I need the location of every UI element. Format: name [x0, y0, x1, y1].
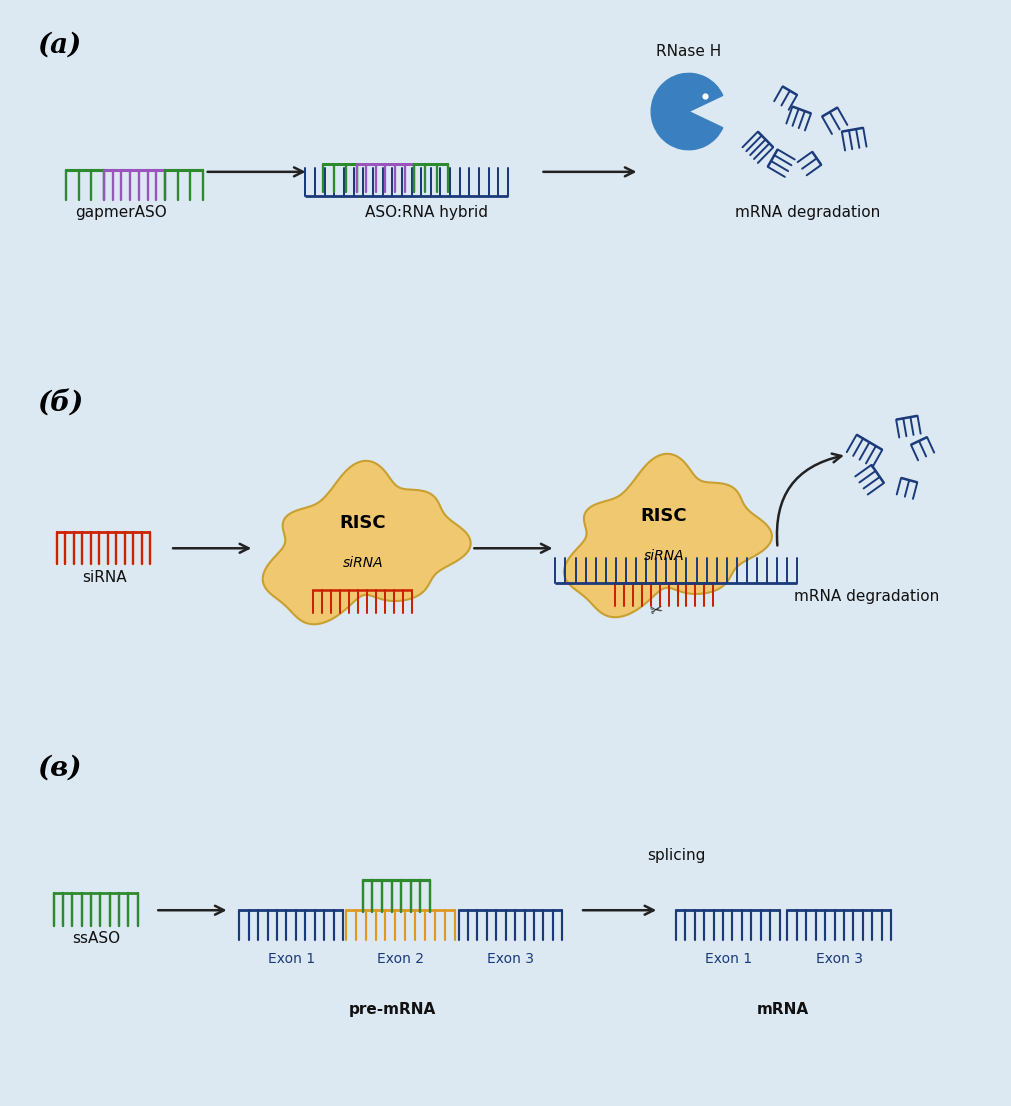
Text: siRNA: siRNA — [82, 571, 126, 585]
Text: (a): (a) — [36, 31, 81, 59]
Text: ASO:RNA hybrid: ASO:RNA hybrid — [365, 205, 488, 220]
Text: RNase H: RNase H — [655, 44, 721, 60]
Text: Exon 3: Exon 3 — [816, 952, 862, 967]
Text: mRNA degradation: mRNA degradation — [793, 588, 938, 604]
Text: RISC: RISC — [640, 508, 686, 525]
Text: (б): (б) — [36, 389, 83, 417]
Text: ✂: ✂ — [648, 602, 663, 619]
Text: pre-mRNA: pre-mRNA — [349, 1002, 436, 1016]
Text: mRNA degradation: mRNA degradation — [734, 205, 879, 220]
Wedge shape — [650, 73, 722, 149]
Text: (в): (в) — [36, 754, 81, 782]
Text: splicing: splicing — [646, 848, 705, 863]
Text: Exon 1: Exon 1 — [704, 952, 751, 967]
Text: Exon 2: Exon 2 — [376, 952, 424, 967]
Text: ssASO: ssASO — [72, 931, 120, 947]
Text: mRNA: mRNA — [756, 1002, 808, 1016]
Text: Exon 3: Exon 3 — [487, 952, 534, 967]
Polygon shape — [563, 453, 771, 617]
Text: RISC: RISC — [339, 514, 386, 532]
Text: siRNA: siRNA — [643, 550, 683, 563]
Text: gapmerASO: gapmerASO — [75, 205, 167, 220]
Text: Exon 1: Exon 1 — [268, 952, 314, 967]
Text: siRNA: siRNA — [342, 556, 383, 571]
Polygon shape — [263, 461, 470, 624]
